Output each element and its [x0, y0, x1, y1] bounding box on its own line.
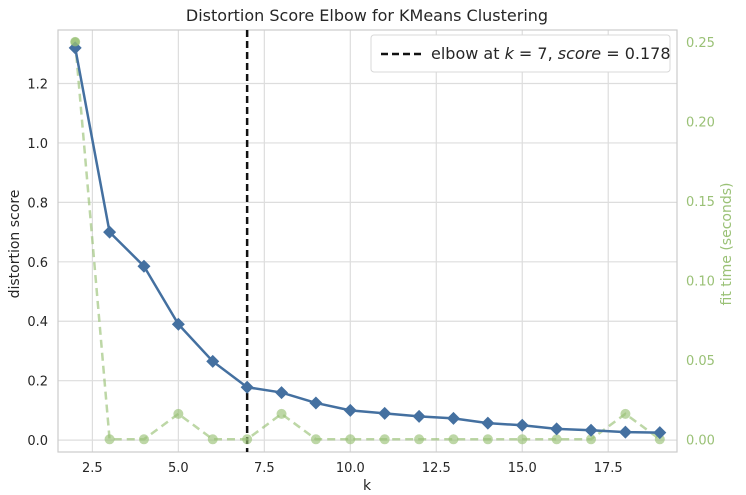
y-axis-label: distortion score [7, 190, 23, 299]
distortion-point [275, 386, 289, 400]
x-tick-label: 17.5 [594, 461, 623, 476]
distortion-point [378, 406, 392, 420]
right-y-axis-ticks: 0.00 0.05 0.10 0.15 0.20 0.25 [686, 36, 715, 448]
y-tick-label: 1.0 [27, 137, 48, 152]
fit-time-point [414, 434, 425, 445]
fit-time-line [73, 41, 661, 441]
y-tick-label: 0.4 [27, 315, 48, 330]
distortion-point [343, 403, 357, 417]
fit-time-point [517, 434, 528, 445]
y-tick-label: 1.2 [27, 77, 48, 92]
y-tick-label: 0.2 [27, 375, 48, 390]
distortion-point [240, 380, 254, 394]
distortion-point [171, 317, 185, 331]
fit-time-point [207, 434, 218, 445]
fit-time-point [620, 408, 631, 419]
x-tick-label: 5.0 [168, 461, 189, 476]
plot-frame [57, 29, 678, 453]
fit-time-point [104, 434, 115, 445]
right-y-tick-label: 0.05 [686, 354, 715, 369]
x-axis-label: k [363, 478, 372, 494]
distortion-point [412, 409, 426, 423]
fit-time-point [276, 408, 287, 419]
distortion-point [103, 225, 117, 239]
fit-time-point-overlay [70, 37, 80, 47]
distortion-point [446, 411, 460, 425]
x-tick-label: 7.5 [254, 461, 275, 476]
distortion-point [309, 396, 323, 410]
fit-time-point [482, 434, 493, 445]
y-tick-label: 0.6 [27, 256, 48, 271]
y-axis-ticks: 0.0 0.2 0.4 0.6 0.8 1.0 1.2 [27, 77, 48, 449]
fit-time-point [586, 434, 597, 445]
fit-time-series [70, 36, 665, 445]
distortion-series [68, 37, 667, 440]
distortion-line [73, 47, 660, 434]
grid-lines [58, 30, 677, 452]
distortion-point [481, 416, 495, 430]
right-y-tick-label: 0.15 [686, 195, 715, 210]
right-y-tick-label: 0.00 [686, 433, 715, 448]
right-y-axis-label: fit time (seconds) [719, 183, 735, 306]
x-tick-label: 12.5 [422, 461, 451, 476]
right-y-tick-label: 0.20 [686, 115, 715, 130]
legend-label: elbow at k = 7, score = 0.178 [431, 44, 671, 63]
fit-time-point [551, 434, 562, 445]
y-tick-label: 0.8 [27, 196, 48, 211]
distortion-point [618, 425, 632, 439]
distortion-point [584, 423, 598, 437]
chart-title: Distortion Score Elbow for KMeans Cluste… [186, 6, 548, 25]
y-tick-label: 0.0 [27, 434, 48, 449]
distortion-point [137, 259, 151, 273]
legend-box [370, 34, 671, 73]
distortion-point [206, 354, 220, 368]
right-y-tick-label: 0.10 [686, 274, 715, 289]
x-tick-label: 15.0 [508, 461, 537, 476]
fit-time-point [138, 434, 149, 445]
x-axis-ticks: 2.5 5.0 7.5 10.0 12.5 15.0 17.5 [82, 461, 623, 476]
fit-time-point [345, 434, 356, 445]
x-tick-label: 10.0 [336, 461, 365, 476]
x-tick-label: 2.5 [82, 461, 103, 476]
fit-time-point [379, 434, 390, 445]
fit-time-point [173, 408, 184, 419]
distortion-point [515, 418, 529, 432]
distortion-point [653, 426, 667, 440]
legend: elbow at k = 7, score = 0.178 [370, 34, 671, 73]
fit-time-point [654, 434, 665, 445]
right-y-tick-label: 0.25 [686, 36, 715, 51]
fit-time-point [242, 434, 253, 445]
distortion-point [550, 422, 564, 436]
fit-time-point [448, 434, 459, 445]
fit-time-point [310, 434, 321, 445]
